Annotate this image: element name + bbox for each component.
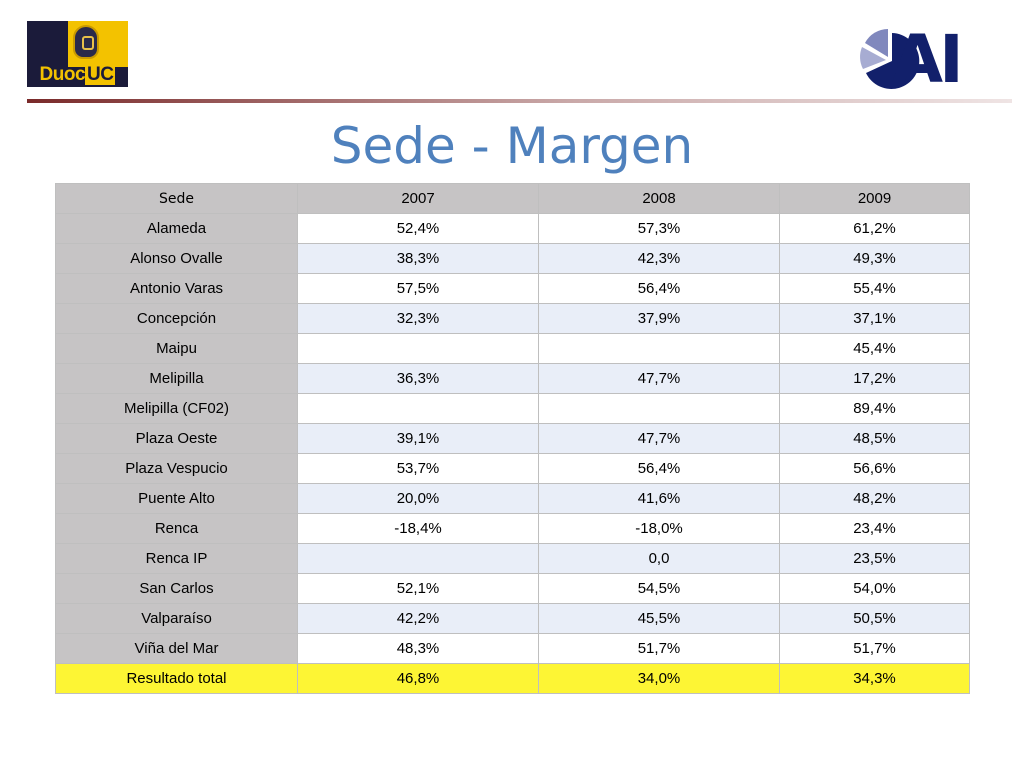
logo-word-uc: UC	[85, 64, 116, 85]
cell-2009: 34,3%	[779, 663, 970, 694]
cell-2008: 56,4%	[538, 453, 780, 484]
cell-sede: Alonso Ovalle	[55, 243, 298, 274]
cell-sede: Alameda	[55, 213, 298, 244]
cell-sede: Viña del Mar	[55, 633, 298, 664]
cell-2008: 56,4%	[538, 273, 780, 304]
table-row: Renca IP 0,0 23,5%	[55, 543, 970, 574]
table-row: Valparaíso 42,2% 45,5% 50,5%	[55, 603, 970, 634]
cell-2008: 42,3%	[538, 243, 780, 274]
table-header-row: Sede 2007 2008 2009	[55, 183, 970, 214]
table-row: Maipu 45,4%	[55, 333, 970, 364]
table-row: Viña del Mar 48,3% 51,7% 51,7%	[55, 633, 970, 664]
cell-2009: 89,4%	[779, 393, 970, 424]
cell-sede: Valparaíso	[55, 603, 298, 634]
cell-2009: 45,4%	[779, 333, 970, 364]
cell-sede: Plaza Vespucio	[55, 453, 298, 484]
column-header-sede: Sede	[55, 183, 298, 214]
margin-table: Sede 2007 2008 2009 Alameda 52,4% 57,3% 61,…	[55, 183, 970, 694]
total-row: Resultado total 46,8% 34,0% 34,3%	[55, 663, 970, 694]
cell-2007: 52,4%	[297, 213, 539, 244]
cell-sede: Concepción	[55, 303, 298, 334]
cell-2009: 50,5%	[779, 603, 970, 634]
cell-sede: Renca	[55, 513, 298, 544]
table-body: Alameda 52,4% 57,3% 61,2% Alonso Ovalle 38,3%…	[55, 213, 970, 694]
cell-2008: 54,5%	[538, 573, 780, 604]
cell-2009: 55,4%	[779, 273, 970, 304]
table-row: Concepción 32,3% 37,9% 37,1%	[55, 303, 970, 334]
pie-chart-icon	[860, 29, 920, 89]
cell-2008	[538, 393, 780, 424]
cell-2007	[297, 393, 539, 424]
crest-icon	[73, 25, 99, 59]
cell-sede: Antonio Varas	[55, 273, 298, 304]
cell-2008: 51,7%	[538, 633, 780, 664]
table-row: Renca -18,4% -18,0% 23,4%	[55, 513, 970, 544]
cell-2009: 17,2%	[779, 363, 970, 394]
cell-sede: Melipilla (CF02)	[55, 393, 298, 424]
logo-word-duoc: Duoc	[39, 64, 86, 85]
cell-2007: -18,4%	[297, 513, 539, 544]
cell-2008: 47,7%	[538, 423, 780, 454]
cell-2009: 48,2%	[779, 483, 970, 514]
table-row: San Carlos 52,1% 54,5% 54,0%	[55, 573, 970, 604]
cell-2009: 23,5%	[779, 543, 970, 574]
cell-2008: -18,0%	[538, 513, 780, 544]
table-row: Antonio Varas 57,5% 56,4% 55,4%	[55, 273, 970, 304]
table-row: Alonso Ovalle 38,3% 42,3% 49,3%	[55, 243, 970, 274]
cell-2008	[538, 333, 780, 364]
cell-2007: 48,3%	[297, 633, 539, 664]
slide-title: Sede - Margen	[330, 117, 694, 175]
cell-2008: 37,9%	[538, 303, 780, 334]
table-row: Plaza Oeste 39,1% 47,7% 48,5%	[55, 423, 970, 454]
logo-wordmark: Duoc UC	[27, 64, 128, 86]
cell-2009: 49,3%	[779, 243, 970, 274]
column-header-2007: 2007	[297, 183, 539, 214]
cell-2009: 54,0%	[779, 573, 970, 604]
cell-2009: 48,5%	[779, 423, 970, 454]
cell-sede: Renca IP	[55, 543, 298, 574]
header-divider	[27, 99, 1012, 103]
cell-2007: 52,1%	[297, 573, 539, 604]
cell-2007: 32,3%	[297, 303, 539, 334]
cell-2009: 56,6%	[779, 453, 970, 484]
table-row: Plaza Vespucio 53,7% 56,4% 56,6%	[55, 453, 970, 484]
cell-sede: San Carlos	[55, 573, 298, 604]
cell-2007: 57,5%	[297, 273, 539, 304]
cell-2007: 42,2%	[297, 603, 539, 634]
cell-2007: 53,7%	[297, 453, 539, 484]
cell-2007: 20,0%	[297, 483, 539, 514]
cell-2007: 38,3%	[297, 243, 539, 274]
cell-2007	[297, 543, 539, 574]
cell-sede: Puente Alto	[55, 483, 298, 514]
cell-2009: 61,2%	[779, 213, 970, 244]
duocuc-logo: Duoc UC	[27, 21, 128, 87]
cell-2009: 51,7%	[779, 633, 970, 664]
cell-sede: Melipilla	[55, 363, 298, 394]
cell-2008: 47,7%	[538, 363, 780, 394]
cell-2008: 34,0%	[538, 663, 780, 694]
cell-2008: 41,6%	[538, 483, 780, 514]
cell-2008: 57,3%	[538, 213, 780, 244]
table-row: Alameda 52,4% 57,3% 61,2%	[55, 213, 970, 244]
cell-2007: 39,1%	[297, 423, 539, 454]
cell-2009: 37,1%	[779, 303, 970, 334]
cell-2007: 36,3%	[297, 363, 539, 394]
cell-2008: 45,5%	[538, 603, 780, 634]
table-row: Melipilla 36,3% 47,7% 17,2%	[55, 363, 970, 394]
cell-2007	[297, 333, 539, 364]
table-row: Puente Alto 20,0% 41,6% 48,2%	[55, 483, 970, 514]
cell-2009: 23,4%	[779, 513, 970, 544]
cell-sede: Resultado total	[55, 663, 298, 694]
column-header-2008: 2008	[538, 183, 780, 214]
logo-wordmark-ai: AI	[892, 21, 964, 98]
oai-logo: AI	[852, 17, 1002, 97]
cell-2008: 0,0	[538, 543, 780, 574]
cell-sede: Plaza Oeste	[55, 423, 298, 454]
cell-2007: 46,8%	[297, 663, 539, 694]
cell-sede: Maipu	[55, 333, 298, 364]
column-header-2009: 2009	[779, 183, 970, 214]
table-row: Melipilla (CF02) 89,4%	[55, 393, 970, 424]
